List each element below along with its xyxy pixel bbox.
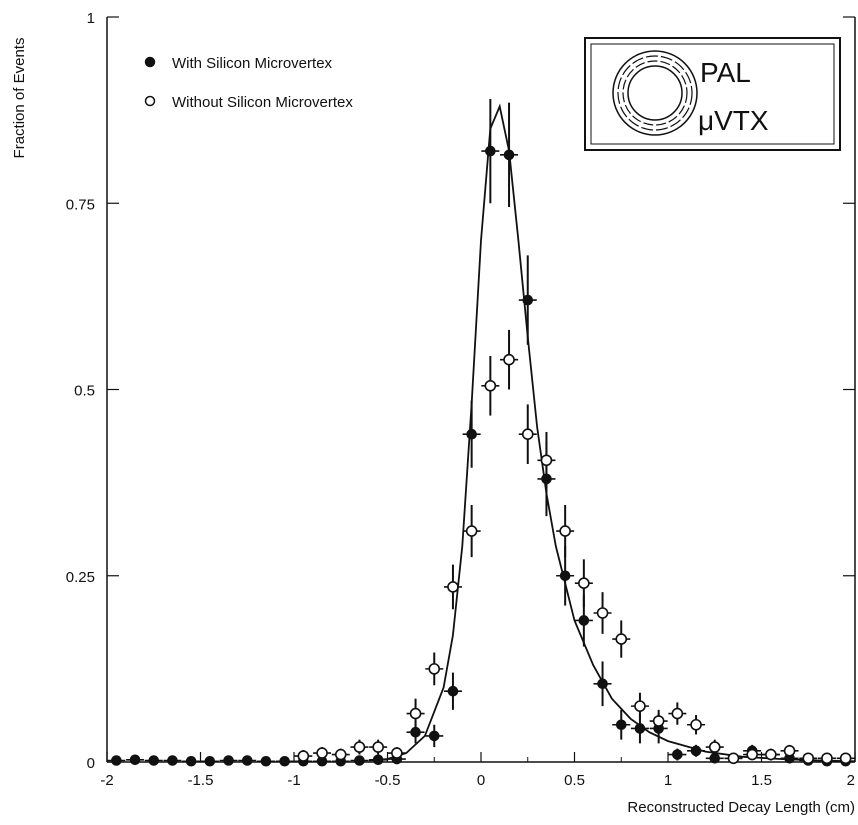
data-point <box>596 607 609 619</box>
data-point <box>148 755 160 766</box>
data-point <box>634 700 646 712</box>
data-point <box>409 707 422 720</box>
data-point <box>708 741 721 753</box>
x-tick-label: -0.5 <box>375 772 401 789</box>
data-point <box>503 149 515 161</box>
data-point <box>353 741 366 753</box>
logo-outer-box <box>584 37 841 151</box>
data-point <box>485 145 496 157</box>
x-axis-title: Reconstructed Decay Length (cm) <box>627 799 855 816</box>
data-point <box>465 525 478 537</box>
data-point <box>521 428 534 441</box>
data-point <box>522 294 534 306</box>
data-point <box>391 747 403 759</box>
data-point <box>709 752 721 764</box>
logo-inner-box <box>590 43 835 145</box>
data-point <box>672 749 683 760</box>
data-point <box>167 755 178 766</box>
legend-label-with-silicon: With Silicon Microvertex <box>172 55 333 72</box>
data-point <box>690 745 702 757</box>
data-series-layer <box>107 98 855 767</box>
data-point <box>372 741 384 753</box>
data-point <box>129 754 141 766</box>
data-point <box>204 755 216 767</box>
series-without-silicon <box>294 329 855 765</box>
legend-label-without-silicon: Without Silicon Microvertex <box>172 94 353 111</box>
data-point <box>297 750 310 762</box>
data-point <box>597 678 608 690</box>
data-point <box>540 454 553 467</box>
data-point <box>223 755 234 766</box>
logo-text-pal: PAL <box>700 57 751 88</box>
data-point <box>354 755 365 766</box>
data-point <box>839 752 852 765</box>
x-tick-label: -1 <box>287 772 300 789</box>
data-point <box>241 755 253 766</box>
data-point <box>559 525 571 537</box>
data-point <box>185 755 197 767</box>
data-point <box>690 718 702 731</box>
fit-curve <box>368 103 856 763</box>
data-point <box>783 745 796 757</box>
y-tick-label: 0 <box>87 755 95 772</box>
data-point <box>466 428 477 440</box>
data-point <box>260 755 272 767</box>
series-with-silicon <box>107 98 855 767</box>
x-tick-label: 0 <box>477 772 485 789</box>
y-tick-label: 1 <box>87 10 95 27</box>
legend-marker-with-silicon <box>144 56 156 68</box>
axis-ticks: -2 -1.5 -1 -0.5 0 0.5 1 1.5 2 0 0.25 0.5 0.75 1 <box>66 10 856 789</box>
data-point <box>578 615 590 626</box>
data-point <box>316 747 328 759</box>
x-tick-label: 2 <box>847 772 855 789</box>
legend-marker-without-silicon <box>144 95 156 107</box>
y-axis-title: Fraction of Events <box>11 38 28 159</box>
data-point <box>652 715 665 727</box>
data-point <box>765 748 777 761</box>
data-point <box>802 752 815 765</box>
data-point <box>447 685 459 697</box>
x-tick-label: -1.5 <box>188 772 214 789</box>
y-tick-label: 0.75 <box>66 196 95 213</box>
x-tick-label: 1.5 <box>751 772 772 789</box>
pal-muvtx-logo: PAL μVTX <box>584 37 841 151</box>
data-point <box>671 707 684 720</box>
x-tick-label: 0.5 <box>564 772 585 789</box>
detector-rings-icon <box>612 50 698 136</box>
legend: With Silicon Microvertex Without Silicon… <box>144 55 353 111</box>
data-point <box>615 719 627 731</box>
data-point <box>821 752 833 765</box>
data-point <box>727 752 740 765</box>
data-point <box>279 755 290 767</box>
data-point <box>746 748 758 761</box>
data-point <box>334 748 347 761</box>
data-point <box>503 353 515 366</box>
x-tick-label: -2 <box>100 772 113 789</box>
data-point <box>484 379 497 392</box>
data-point <box>578 577 590 590</box>
data-point <box>428 730 440 742</box>
data-point <box>428 663 441 675</box>
data-point <box>111 755 122 766</box>
y-tick-label: 0.5 <box>74 383 95 400</box>
data-point <box>372 754 384 766</box>
x-tick-label: 1 <box>664 772 672 789</box>
data-point <box>447 581 459 593</box>
y-tick-label: 0.25 <box>66 569 95 586</box>
logo-text-muvtx: μVTX <box>698 105 769 136</box>
data-point <box>634 723 646 734</box>
data-point <box>559 570 571 582</box>
fit-curve-layer <box>368 103 856 763</box>
data-point <box>410 726 421 738</box>
data-point <box>615 633 628 645</box>
